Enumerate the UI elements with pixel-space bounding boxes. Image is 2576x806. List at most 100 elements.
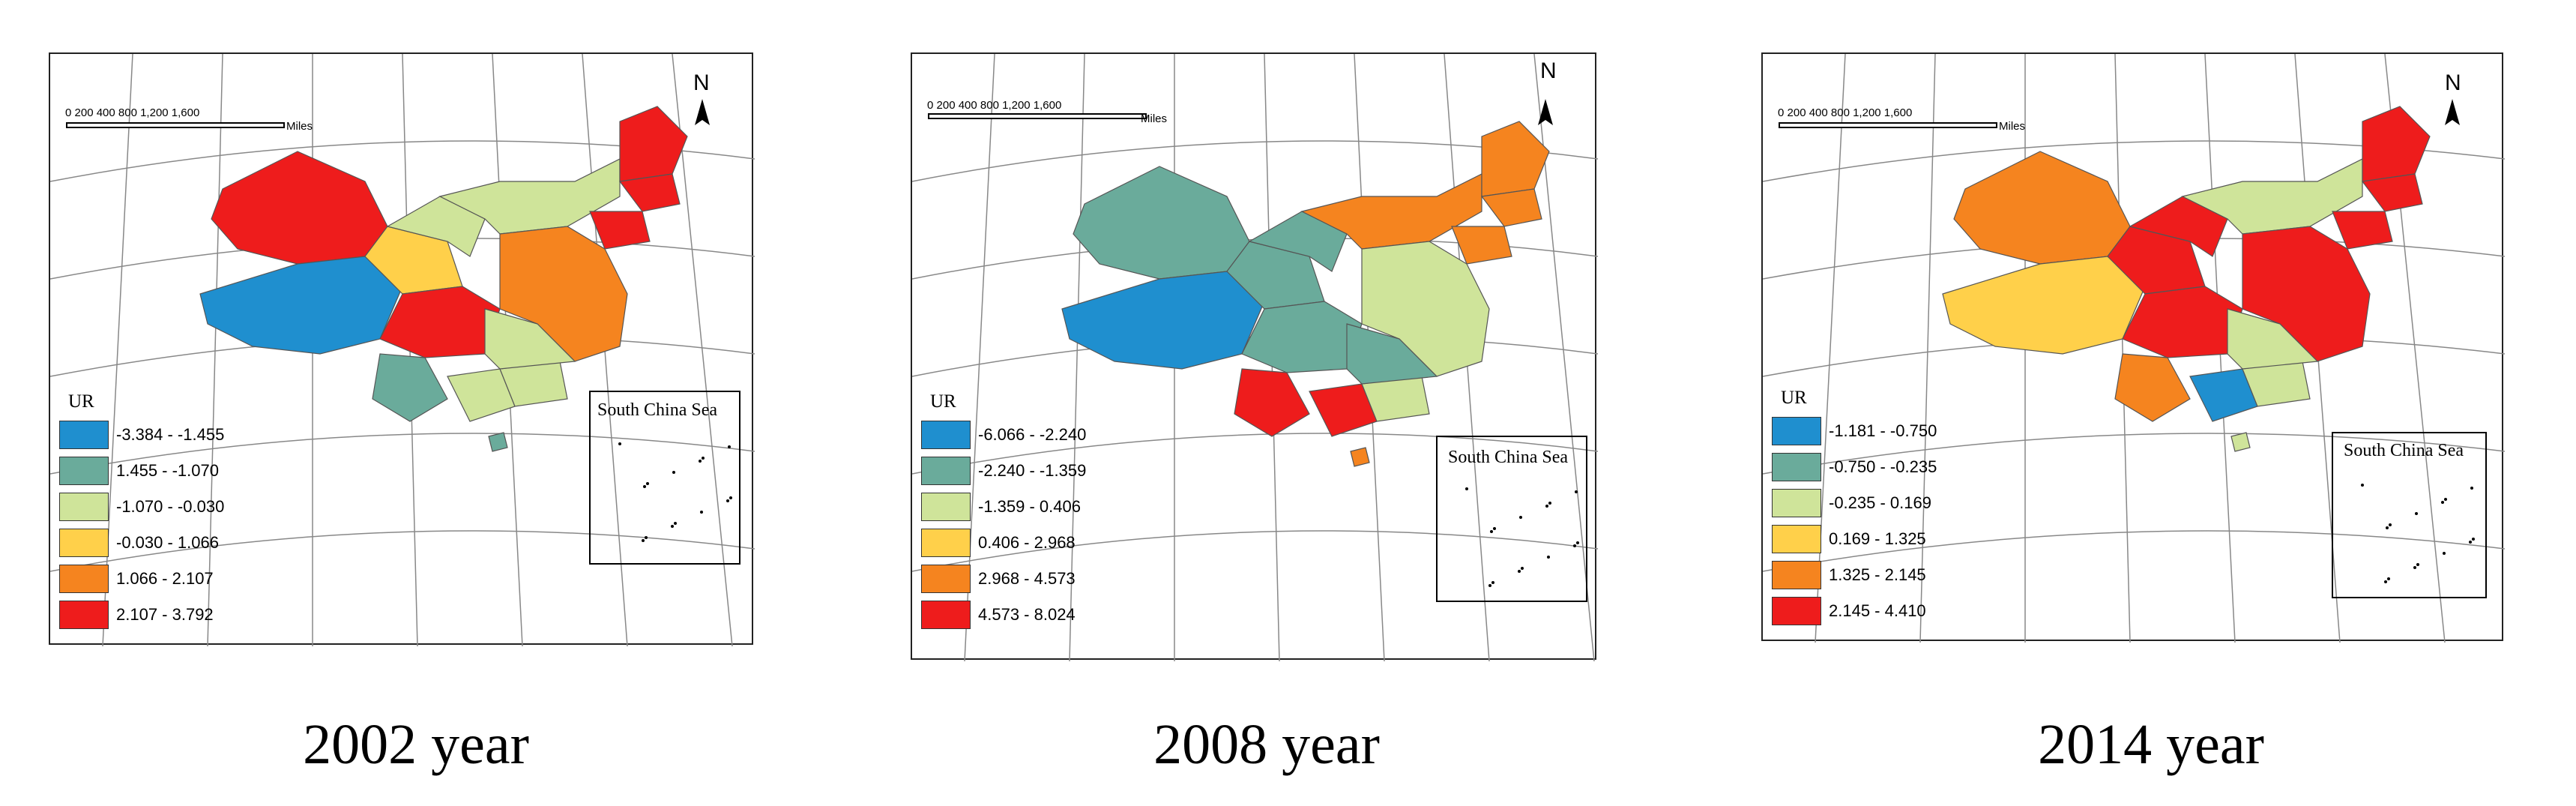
- graticule-parallel: [50, 433, 755, 475]
- region-hainan: [2230, 432, 2251, 452]
- legend-swatch: [921, 421, 971, 449]
- legend-label: -3.384 - -1.455: [116, 425, 225, 444]
- south-china-sea-inset: [1436, 436, 1587, 602]
- island-dot: [2441, 501, 2444, 504]
- island-dot: [2413, 566, 2416, 569]
- legend-item: 2.968 - 4.573: [921, 561, 1086, 597]
- region-heilongjiang: [2362, 106, 2431, 182]
- legend-item: -2.240 - -1.359: [921, 453, 1086, 489]
- legend-item: -0.235 - 0.169: [1772, 485, 1937, 521]
- north-arrow-label: N: [1540, 58, 1557, 83]
- island-dot: [2470, 487, 2473, 490]
- island-dot: [646, 482, 649, 485]
- region-hubei: [484, 308, 576, 370]
- island-dot: [702, 457, 705, 460]
- island-dot: [1545, 505, 1548, 508]
- region-jilin: [2361, 173, 2423, 212]
- region-east: [2242, 226, 2371, 362]
- region-liaoning: [1451, 226, 1512, 265]
- island-dot: [674, 522, 677, 525]
- island-dot: [2444, 498, 2447, 501]
- legend-label: -0.030 - 1.066: [116, 533, 219, 552]
- region-xinjiang: [1953, 151, 2131, 265]
- legend-label: -1.359 - 0.406: [978, 497, 1081, 516]
- scale-ticks: 0 200 400 800 1,200 1,600: [1778, 106, 1913, 119]
- graticule-meridian: [964, 54, 995, 661]
- legend-label: -1.181 - -0.750: [1829, 421, 1937, 440]
- scale-unit: Miles: [1141, 112, 1168, 125]
- south-china-sea-inset: [589, 391, 740, 565]
- island-dot: [1491, 581, 1494, 584]
- legend-title: UR: [1781, 388, 1807, 408]
- region-qinghai: [2107, 226, 2206, 295]
- caption-2008: 2008 year: [1153, 713, 1380, 776]
- map-svg-2014: [1763, 54, 2505, 643]
- scale-bar: [1779, 122, 1997, 128]
- legend-swatch: [921, 493, 971, 521]
- north-arrow-icon: [2445, 99, 2460, 125]
- legend-label: 1.455 - -1.070: [116, 461, 219, 480]
- legend-item: -0.030 - 1.066: [59, 525, 224, 561]
- island-dot: [2472, 538, 2475, 541]
- region-gansu: [2129, 196, 2228, 257]
- region-yunnan: [372, 353, 448, 422]
- region-east: [499, 226, 628, 362]
- scale-bar: [66, 122, 285, 128]
- graticule-parallel: [1763, 530, 2505, 572]
- island-dot: [728, 445, 731, 448]
- region-yunnan: [1234, 368, 1310, 437]
- region-hubei: [2227, 308, 2319, 370]
- north-arrow-label: N: [693, 70, 710, 95]
- scale-ticks: 0 200 400 800 1,200 1,600: [65, 106, 200, 119]
- island-dot: [643, 485, 646, 488]
- island-dot: [2469, 541, 2472, 544]
- island-dot: [618, 442, 621, 445]
- legend-swatch: [1772, 489, 1821, 517]
- legend-swatch: [1772, 561, 1821, 589]
- legend-swatch: [59, 565, 109, 593]
- region-hainan: [488, 432, 508, 452]
- legend-swatch: [921, 529, 971, 557]
- graticule-parallel: [912, 530, 1598, 572]
- legend-item: -1.359 - 0.406: [921, 489, 1086, 525]
- legend-2002: UR -3.384 - -1.455 1.455 - -1.070 -1.070…: [59, 391, 224, 633]
- island-dot: [2387, 577, 2390, 580]
- legend-label: -0.750 - -0.235: [1829, 457, 1937, 476]
- legend-2008: UR -6.066 - -2.240 -2.240 - -1.359 -1.35…: [921, 391, 1086, 633]
- legend-label: 2.107 - 3.792: [116, 605, 214, 624]
- legend-swatch: [1772, 453, 1821, 481]
- island-dot: [1465, 487, 1468, 490]
- north-arrow-label: N: [2445, 70, 2461, 95]
- island-dot: [672, 471, 675, 474]
- map-panel-2008: 0 200 400 800 1,200 1,600 Miles N UR -6.…: [911, 52, 1598, 661]
- region-yunnan: [2114, 353, 2191, 422]
- region-jilin: [1480, 188, 1542, 227]
- legend-item: 2.107 - 3.792: [59, 597, 224, 633]
- legend-item: 1.325 - 2.145: [1772, 557, 1937, 593]
- legend-swatch: [1772, 417, 1821, 445]
- legend-item: 0.169 - 1.325: [1772, 521, 1937, 557]
- legend-label: -2.240 - -1.359: [978, 461, 1087, 480]
- graticule-meridian: [2114, 54, 2131, 643]
- legend-label: 2.968 - 4.573: [978, 569, 1076, 588]
- legend-item: 4.573 - 8.024: [921, 597, 1086, 633]
- island-dot: [1573, 544, 1576, 547]
- legend-swatch: [59, 493, 109, 521]
- island-dot: [1519, 516, 1522, 519]
- legend-label: 1.325 - 2.145: [1829, 565, 1926, 584]
- region-liaoning: [589, 211, 651, 250]
- south-china-sea-label: South China Sea: [1448, 448, 1568, 467]
- north-arrow-icon: [695, 99, 710, 125]
- legend-label: 1.066 - 2.107: [116, 569, 214, 588]
- legend-swatch: [59, 457, 109, 485]
- legend-label: -0.235 - 0.169: [1829, 493, 1931, 512]
- graticule-meridian: [207, 54, 223, 646]
- south-china-sea-label: South China Sea: [2344, 441, 2464, 460]
- south-china-sea-label: South China Sea: [597, 400, 717, 420]
- legend-item: -0.750 - -0.235: [1772, 449, 1937, 485]
- island-dot: [1488, 584, 1491, 587]
- island-dot: [2415, 512, 2418, 515]
- island-dot: [1493, 527, 1496, 530]
- region-inner-mongolia: [2181, 158, 2363, 235]
- region-gansu: [386, 196, 486, 257]
